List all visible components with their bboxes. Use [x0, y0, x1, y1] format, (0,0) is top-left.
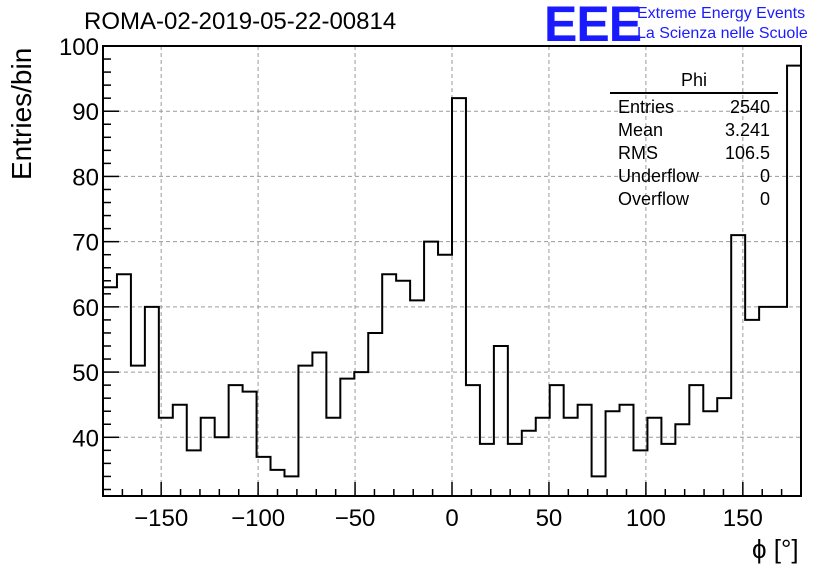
chart-title: ROMA-02-2019-05-22-00814: [84, 8, 397, 35]
y-tick-label: 40: [72, 425, 99, 452]
x-tick-label: 150: [723, 505, 763, 532]
x-tick-labels: −150 −100 −50 0 50 100 150: [134, 505, 763, 532]
stats-label: Underflow: [618, 166, 700, 186]
y-axis-label: Entries/bin: [6, 47, 37, 180]
stats-box: Phi Entries 2540 Mean 3.241 RMS 106.5 Un…: [610, 70, 778, 211]
x-tick-label: 0: [445, 505, 458, 532]
y-tick-label: 100: [59, 34, 99, 61]
y-tick-label: 90: [72, 99, 99, 126]
x-tick-label: −50: [335, 505, 376, 532]
stats-row-entries: Entries 2540: [610, 96, 778, 119]
stats-label: Entries: [618, 97, 675, 117]
stats-value: 2540: [729, 97, 770, 117]
y-tick-labels: 40 50 60 70 80 90 100: [59, 34, 99, 452]
x-tick-label: −100: [231, 505, 285, 532]
logo-caption-line2: La Scienza nelle Scuole: [637, 25, 808, 42]
y-tick-label: 80: [72, 164, 99, 191]
stats-label: RMS: [618, 143, 658, 163]
axis-ticks: [102, 45, 802, 496]
x-tick-label: −150: [134, 505, 188, 532]
y-tick-label: 60: [72, 295, 99, 322]
stats-value: 3.241: [724, 120, 770, 140]
stats-row-mean: Mean 3.241: [610, 119, 778, 142]
stats-title: Phi: [610, 70, 778, 94]
stats-label: Overflow: [618, 189, 690, 209]
stats-value: 0: [759, 189, 770, 209]
stats-label: Mean: [618, 120, 664, 140]
stats-row-rms: RMS 106.5: [610, 142, 778, 165]
grid-lines: [103, 45, 801, 496]
x-axis-label: ϕ [°]: [752, 534, 799, 564]
stats-row-overflow: Overflow 0: [610, 188, 778, 211]
stats-row-underflow: Underflow 0: [610, 165, 778, 188]
eee-logo: EEE: [544, 0, 642, 52]
y-tick-label: 50: [72, 360, 99, 387]
y-tick-label: 70: [72, 230, 99, 257]
histogram-series: [103, 64, 801, 478]
stats-value: 0: [759, 166, 770, 186]
logo-caption: Extreme Energy Events La Scienza nelle S…: [637, 4, 808, 44]
x-tick-label: 100: [626, 505, 666, 532]
x-tick-label: 50: [536, 505, 563, 532]
logo-caption-line1: Extreme Energy Events: [637, 5, 806, 22]
stats-value: 106.5: [724, 143, 770, 163]
